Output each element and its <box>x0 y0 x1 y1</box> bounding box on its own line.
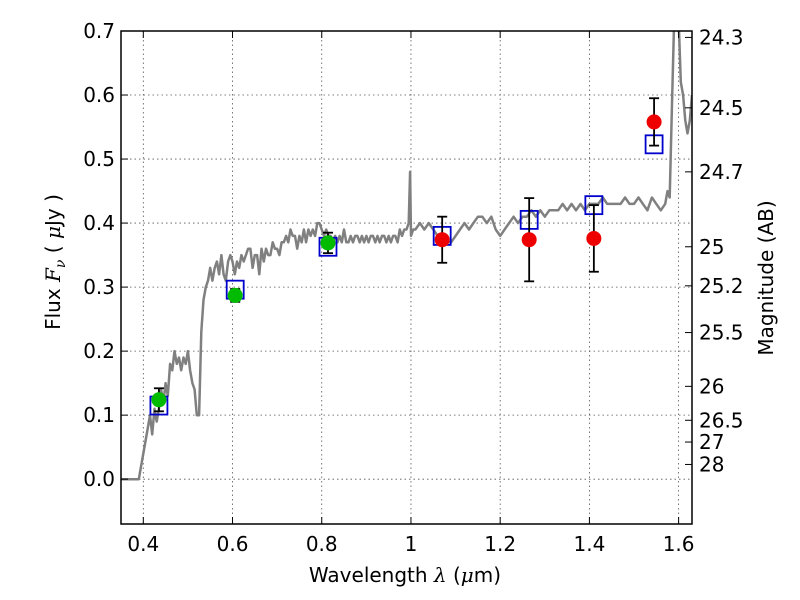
nir-point <box>434 232 450 248</box>
y2-tick-label: 28 <box>699 452 724 476</box>
y2-tick-label: 25.2 <box>699 274 744 298</box>
x-axis-label-open: ( <box>447 563 461 587</box>
y-axis-label-unit: Jy ) <box>41 194 65 228</box>
x-axis-label: Wavelength λ (μm) <box>309 563 501 587</box>
grid <box>121 30 692 524</box>
y-tick-label: 0.5 <box>83 147 115 171</box>
ticks: 0.4 0.6 0.8 1 1.2 1.4 1.6 0.0 0.1 0.2 0.3 0.4 0.5 0.6… <box>83 19 743 556</box>
x-tick-label: 0.6 <box>217 532 249 556</box>
y2-tick-label: 24.5 <box>699 96 744 120</box>
y2-tick-label: 26 <box>699 374 724 398</box>
y-axis-label-mu: μ <box>41 226 65 239</box>
y-axis-label-word: Flux <box>41 282 65 330</box>
nir-point <box>646 114 662 130</box>
x-axis-label-mu: μ <box>461 563 474 587</box>
y-axis-label: Flux Fν ( μJy ) <box>41 194 69 330</box>
y-tick-label: 0.4 <box>83 211 115 235</box>
optical-point <box>320 235 336 251</box>
optical-point <box>151 392 167 408</box>
x-axis-label-word: Wavelength <box>309 563 434 587</box>
y-tick-label: 0.2 <box>83 339 115 363</box>
x-tick-label: 0.8 <box>306 532 338 556</box>
y-tick-label: 0.7 <box>83 19 115 43</box>
y-axis-label-f: F <box>41 267 65 283</box>
optical-point <box>227 287 243 303</box>
y2-tick-label: 27 <box>699 430 724 454</box>
y-tick-label: 0.3 <box>83 275 115 299</box>
nir-point <box>521 232 537 248</box>
y2-tick-label: 26.5 <box>699 408 744 432</box>
y-tick-label: 0.0 <box>83 467 115 491</box>
y2-tick-label: 24.7 <box>699 160 744 184</box>
y-axis-label-nu: ν <box>53 259 69 268</box>
x-tick-label: 1.6 <box>663 532 695 556</box>
y-axis-label-open: ( <box>41 239 65 260</box>
x-tick-label: 1.4 <box>573 532 605 556</box>
y2-tick-label: 25.5 <box>699 321 744 345</box>
plot-frame <box>120 30 693 525</box>
y-tick-label: 0.1 <box>83 403 115 427</box>
plot-area <box>121 31 692 481</box>
x-tick-label: 0.4 <box>127 532 159 556</box>
y2-axis-label: Magnitude (AB) <box>754 200 778 355</box>
nir-point <box>586 230 602 246</box>
x-axis-label-lambda: λ <box>433 563 447 587</box>
y2-tick-label: 25 <box>699 235 724 259</box>
x-tick-label: 1 <box>405 532 418 556</box>
spectrum-line <box>121 31 692 481</box>
x-axis-label-unit: m) <box>474 563 501 587</box>
x-tick-label: 1.2 <box>484 532 516 556</box>
y-tick-label: 0.6 <box>83 83 115 107</box>
y2-tick-label: 24.3 <box>699 25 744 49</box>
